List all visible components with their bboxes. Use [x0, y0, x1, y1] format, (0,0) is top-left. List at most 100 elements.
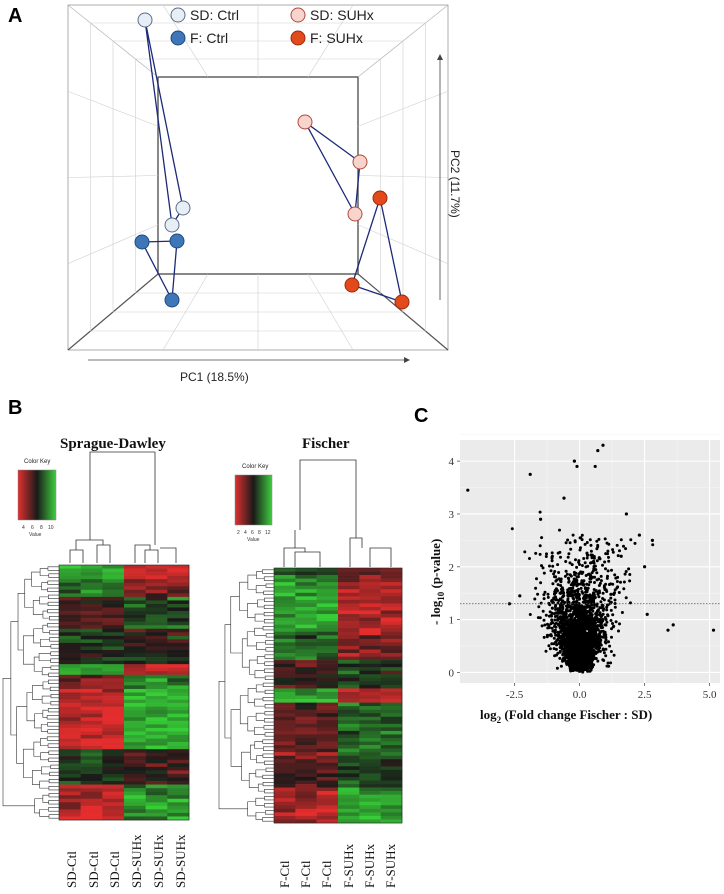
volcano-point — [550, 614, 553, 618]
volcano-point — [615, 580, 619, 583]
volcano-point — [580, 620, 584, 624]
heatmap-cell — [359, 794, 381, 799]
heatmap-sd-matrix — [58, 564, 190, 821]
heatmap-cell — [102, 678, 125, 683]
heatmap-cell — [274, 808, 296, 813]
heatmap-cell — [338, 677, 360, 682]
heatmap-cell — [102, 745, 125, 750]
volcano-point — [571, 581, 575, 585]
volcano-point — [618, 622, 621, 626]
heatmap-cell — [80, 572, 103, 576]
volcano-point — [607, 640, 610, 644]
heatmap-cell — [338, 585, 360, 590]
heatmap-cell — [145, 812, 168, 817]
heatmap-cell — [295, 592, 317, 597]
heatmap-cell — [145, 678, 168, 683]
volcano-point — [572, 593, 575, 597]
pca-legend: SD: Ctrl SD: SUHx F: Ctrl F: SUHx — [170, 7, 374, 46]
heatmap-cell — [295, 741, 317, 746]
heatmap-cell — [102, 621, 125, 626]
volcano-outlier-point — [645, 612, 649, 616]
heatmap-cell — [124, 692, 146, 697]
heatmap-cell — [274, 606, 296, 611]
x-tick-label: -2.5 — [506, 689, 524, 701]
heatmap-cell — [295, 748, 317, 753]
heatmap-cell — [59, 572, 81, 576]
heatmap-cell — [124, 745, 146, 750]
heatmap-cell — [102, 706, 125, 711]
heatmap-cell — [274, 582, 296, 587]
heatmap-cell — [274, 723, 296, 728]
pca-point-sd-suhx — [347, 206, 363, 222]
volcano-point — [556, 601, 560, 605]
heatmap-cell — [80, 582, 103, 587]
heatmap-cell — [338, 621, 360, 625]
column-label: SD-Ctl — [86, 851, 101, 888]
heatmap-cell — [59, 582, 81, 587]
volcano-point — [575, 637, 579, 641]
volcano-point — [583, 587, 587, 591]
heatmap-cell — [338, 656, 360, 661]
heatmap-cell — [102, 795, 125, 800]
heatmap-cell — [380, 776, 403, 781]
heatmap-cell — [359, 653, 381, 657]
volcano-point — [624, 596, 628, 600]
heatmap-cell — [380, 805, 403, 810]
heatmap-cell — [80, 777, 103, 782]
heatmap-cell — [80, 752, 103, 757]
heatmap-cell — [338, 663, 360, 668]
heatmap-cell — [167, 688, 190, 693]
heatmap-cell — [274, 596, 296, 601]
heatmap-cell — [359, 808, 381, 813]
heatmap-cell — [145, 667, 168, 672]
volcano-point — [553, 622, 557, 626]
volcano-point — [570, 646, 574, 650]
heatmap-cell — [80, 703, 103, 707]
heatmap-cell — [124, 678, 146, 683]
volcano-point — [554, 597, 558, 601]
heatmap-cell — [274, 720, 296, 725]
volcano-point — [554, 591, 558, 595]
volcano-point — [569, 547, 573, 551]
volcano-point — [562, 637, 566, 640]
heatmap-cell — [274, 635, 296, 640]
heatmap-cell — [145, 781, 168, 785]
heatmap-cell — [338, 787, 360, 792]
heatmap-cell — [167, 749, 190, 754]
volcano-point — [606, 569, 610, 573]
heatmap-cell — [102, 759, 125, 764]
heatmap-cell — [295, 656, 317, 661]
heatmap-cell — [359, 677, 381, 682]
heatmap-cell — [316, 706, 339, 710]
heatmap-cell — [316, 684, 339, 689]
heatmap-cell — [274, 801, 296, 806]
volcano-point — [541, 566, 545, 570]
volcano-point — [576, 592, 580, 596]
heatmap-cell — [380, 815, 403, 820]
heatmap-cell — [124, 650, 146, 654]
heatmap-cell — [274, 815, 296, 820]
volcano-point — [602, 651, 606, 655]
heatmap-cell — [338, 738, 360, 742]
heatmap-cell — [380, 787, 403, 792]
volcano-point — [593, 581, 596, 584]
heatmap-cell — [145, 674, 168, 679]
heatmap-cell — [316, 784, 339, 788]
volcano-point — [633, 541, 637, 545]
volcano-point — [594, 631, 598, 635]
heatmap-cell — [338, 635, 360, 640]
heatmap-cell — [124, 749, 146, 754]
heatmap-cell — [124, 653, 146, 658]
volcano-point — [538, 552, 542, 556]
heatmap-cell — [124, 657, 146, 661]
heatmap-cell — [316, 691, 339, 696]
heatmap-cell — [295, 631, 317, 636]
heatmap-cell — [102, 660, 125, 665]
volcano-point — [617, 629, 620, 633]
heatmap-cell — [359, 649, 381, 654]
heatmap-cell — [359, 571, 381, 576]
volcano-point — [577, 559, 581, 563]
volcano-point — [590, 603, 594, 607]
heatmap-cell — [80, 618, 103, 622]
heatmap-cell — [102, 596, 125, 601]
